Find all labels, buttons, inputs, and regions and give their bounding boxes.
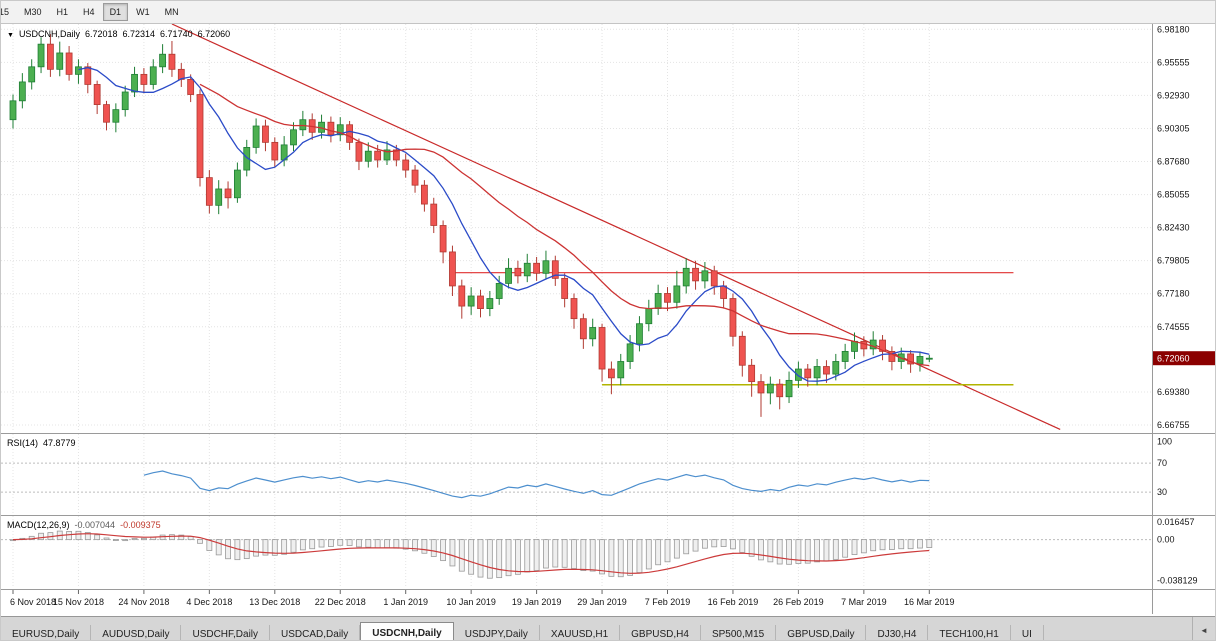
descending-trendline: [171, 24, 1061, 431]
candles-layer[interactable]: [9, 34, 933, 417]
tab-audusd-daily[interactable]: AUDUSD,Daily: [91, 625, 182, 640]
current-price-box: [1153, 351, 1215, 366]
rsi-indicator-name: RSI(14): [7, 438, 39, 448]
tab-gbpusd-daily[interactable]: GBPUSD,Daily: [776, 625, 867, 640]
tab-usdcnh-daily[interactable]: USDCNH,Daily: [360, 622, 454, 640]
date-axis-label: 4 Dec 2018: [186, 597, 232, 607]
current-price-label: 6.72060: [1157, 354, 1190, 364]
rsi-axis-label: 100: [1157, 436, 1172, 446]
price-axis-label: 6.87680: [1157, 157, 1190, 167]
rsi-value: 47.8779: [43, 438, 76, 448]
ohlc-low: 6.71740: [160, 29, 193, 39]
date-axis-label: 10 Jan 2019: [446, 597, 496, 607]
price-axis-label: 6.90305: [1157, 123, 1190, 133]
timeframe-mn-button[interactable]: MN: [164, 7, 179, 17]
tab-dj30-h4[interactable]: DJ30,H4: [866, 625, 929, 640]
indicator-axes[interactable]: 100 70 30 0.016457 0.00 -0.038129: [1157, 436, 1198, 585]
chart-objects-layer[interactable]: [171, 24, 1061, 431]
tab-ui[interactable]: UI: [1010, 625, 1044, 640]
price-axis-label: 6.92930: [1157, 90, 1190, 100]
macd-axis-label: 0.00: [1157, 535, 1175, 545]
tab-usdjpy-daily[interactable]: USDJPY,Daily: [453, 625, 540, 640]
price-axis-label: 6.66755: [1157, 420, 1190, 430]
timeframe-h1-button[interactable]: H1: [56, 7, 69, 17]
tab-xauusd-h1[interactable]: XAUUSD,H1: [539, 625, 621, 640]
macd-label: MACD(12,26,9) -0.007044 -0.009375: [7, 520, 166, 530]
price-axis-label: 6.85055: [1157, 190, 1190, 200]
date-axis-label: 26 Feb 2019: [773, 597, 824, 607]
date-axis-label: 16 Mar 2019: [904, 597, 955, 607]
macd-axis-label: -0.038129: [1157, 576, 1198, 586]
chart-symbol: USDCNH,Daily: [18, 29, 80, 39]
price-axis-label: 6.95555: [1157, 57, 1190, 67]
macd-signal-value: -0.009375: [120, 520, 161, 530]
tab-usdcad-daily[interactable]: USDCAD,Daily: [270, 625, 361, 640]
chart-tabs-bar: EURUSD,Daily AUDUSD,Daily USDCHF,Daily USDC…: [1, 616, 1215, 640]
price-axis-label: 6.82430: [1157, 223, 1190, 233]
date-axis-label: 15 Nov 2018: [53, 597, 104, 607]
rsi-panel-layer: [143, 470, 930, 499]
date-axis-label: 13 Dec 2018: [249, 597, 300, 607]
timeframe-toolbar: 15 M30 H1 H4 D1 W1 MN: [1, 1, 1215, 24]
ohlc-open: 6.72018: [84, 29, 118, 39]
tab-usdchf-daily[interactable]: USDCHF,Daily: [181, 625, 271, 640]
timeframe-d1-button[interactable]: D1: [102, 3, 129, 21]
chart-region[interactable]: 6.98180 6.95555 6.92930 6.90305 6.87680 6.850…: [1, 24, 1216, 616]
chart-title: ▼ USDCNH,Daily 6.72018 6.72314 6.71740 6.7206…: [7, 29, 235, 39]
macd-main-value: -0.007044: [74, 520, 116, 530]
tab-eurusd-daily[interactable]: EURUSD,Daily: [1, 625, 92, 640]
date-axis-label: 29 Jan 2019: [577, 597, 627, 607]
date-axis-label: 22 Dec 2018: [315, 597, 366, 607]
ohlc-close: 6.72060: [197, 29, 231, 39]
date-axis-label: 7 Feb 2019: [645, 597, 691, 607]
macd-indicator-name: MACD(12,26,9): [7, 520, 70, 530]
tab-scroll-left-button[interactable]: ◄: [1192, 617, 1215, 640]
price-axis-label: 6.74555: [1157, 322, 1190, 332]
date-axis-label: 7 Mar 2019: [841, 597, 887, 607]
rsi-axis-label: 70: [1157, 458, 1167, 468]
moving-averages-layer: [78, 66, 930, 382]
timeframe-w1-button[interactable]: W1: [136, 7, 150, 17]
price-axis-label: 6.69380: [1157, 387, 1190, 397]
rsi-label: RSI(14) 47.8779: [7, 438, 81, 448]
tab-sp500-m15[interactable]: SP500,M15: [700, 625, 777, 640]
price-axis-label: 6.98180: [1157, 24, 1190, 34]
tab-gbpusd-h4[interactable]: GBPUSD,H4: [620, 625, 701, 640]
timeframe-h4-button[interactable]: H4: [83, 7, 95, 17]
date-axis-label: 1 Jan 2019: [383, 597, 428, 607]
macd-panel-layer: [10, 530, 933, 579]
price-axis[interactable]: 6.98180 6.95555 6.92930 6.90305 6.87680 6.850…: [1153, 24, 1216, 430]
chart-marker-icon: ▼: [7, 32, 14, 39]
date-axis-label: 6 Nov 2018: [10, 597, 56, 607]
date-axis-label: 24 Nov 2018: [118, 597, 169, 607]
date-axis-label: 16 Feb 2019: [708, 597, 759, 607]
ohlc-high: 6.72314: [122, 29, 156, 39]
timeframe-15-button[interactable]: 15: [1, 7, 10, 17]
tab-tech100-h1[interactable]: TECH100,H1: [928, 625, 1011, 640]
scroll-left-icon: ◄: [1200, 626, 1208, 635]
price-axis-label: 6.77180: [1157, 289, 1190, 299]
panel-separators[interactable]: [1, 24, 1216, 614]
price-chart-svg[interactable]: 6.98180 6.95555 6.92930 6.90305 6.87680 6.850…: [1, 24, 1216, 616]
timeframe-m30-button[interactable]: M30: [24, 7, 42, 17]
price-axis-label: 6.79805: [1157, 256, 1190, 266]
macd-axis-label: 0.016457: [1157, 517, 1195, 527]
date-axis-label: 19 Jan 2019: [512, 597, 562, 607]
rsi-axis-label: 30: [1157, 487, 1167, 497]
